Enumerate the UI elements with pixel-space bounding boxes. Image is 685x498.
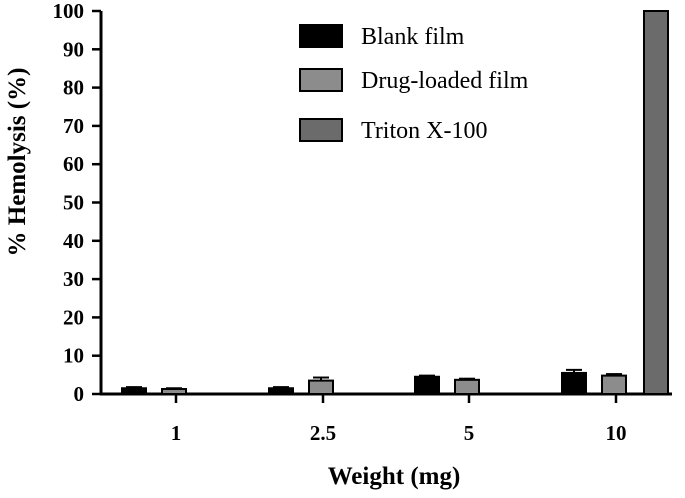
legend-label: Triton X-100 [361,118,487,144]
x-ticks: 1 2.5 5 10 [171,394,627,445]
x-axis-title: Weight (mg) [328,463,461,490]
bar-triton-x-100-10 [643,10,669,395]
y-tick-label: 100 [53,0,85,23]
y-tick-label: 10 [63,344,84,368]
legend: Blank film Drug-loaded film Triton X-100 [299,24,529,144]
legend-swatch [299,24,343,48]
y-ticks: 0 10 20 30 40 50 60 70 80 90 100 [53,0,101,406]
bars [121,10,669,396]
y-tick-label: 40 [63,229,84,253]
legend-swatch [299,68,343,92]
x-tick-label: 1 [171,421,182,445]
bar-drug-loaded-film-1 [161,388,187,395]
x-tick-label: 2.5 [310,421,336,445]
y-tick-label: 60 [63,152,84,176]
bar-drug-loaded-film-5 [454,378,480,396]
bar-blank-film-10 [561,371,587,395]
bar-blank-film-5 [414,375,440,396]
bar-blank-film-1 [121,387,147,396]
y-tick-label: 70 [63,114,84,138]
bar-blank-film-2-5 [268,387,294,396]
y-tick-label: 20 [63,305,84,329]
bar-drug-loaded-film-2-5 [308,379,334,396]
legend-swatch [299,118,343,142]
legend-label: Blank film [361,24,465,50]
y-axis-title: % Hemolysis (%) [4,68,31,257]
y-tick-label: 30 [63,267,84,291]
bar-drug-loaded-film-10 [601,374,627,395]
y-tick-label: 90 [63,37,84,61]
x-tick-label: 5 [464,421,475,445]
x-tick-label: 10 [606,421,627,445]
legend-label: Drug-loaded film [361,68,529,94]
y-tick-label: 80 [63,76,84,100]
y-tick-label: 0 [74,382,85,406]
y-tick-label: 50 [63,191,84,215]
